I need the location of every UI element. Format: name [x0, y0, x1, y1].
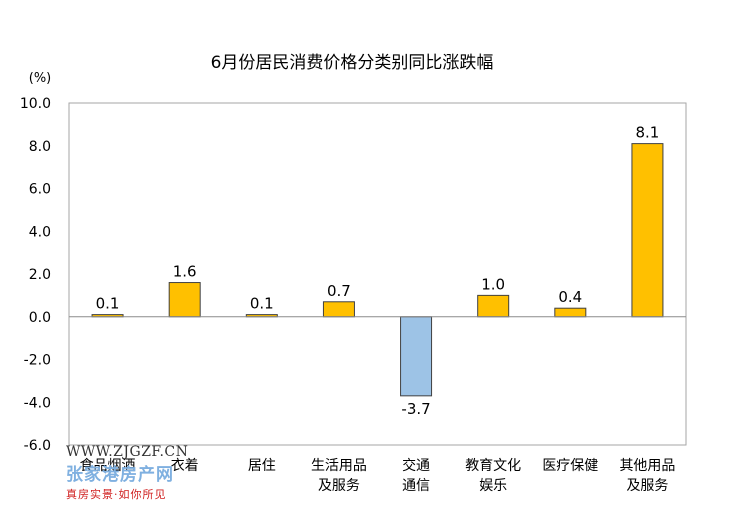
y-tick-label: 2.0	[29, 267, 51, 283]
data-label: 0.1	[250, 295, 274, 313]
x-category-label: 娱乐	[479, 478, 507, 494]
x-category-label: 衣着	[171, 458, 199, 474]
x-category-label: 医疗保健	[542, 458, 598, 474]
watermark-slogan: 真房实景·如你所见	[66, 488, 167, 501]
y-axis-unit: (%)	[29, 71, 52, 86]
bar	[477, 294, 510, 318]
y-axis-ticks: 10.0 8.0 6.0 4.0 2.0 0.0 -2.0 -4.0 -6.0	[20, 96, 51, 454]
data-label: 1.6	[173, 263, 197, 281]
y-tick-label: 6.0	[29, 182, 51, 198]
y-tick-label: 4.0	[29, 224, 51, 240]
watermark-brand: 张家港房产网	[66, 465, 174, 485]
data-labels: 0.1 1.6 0.1 0.7 -3.7 1.0 0.4 8.1	[96, 124, 660, 418]
data-label: 0.7	[327, 282, 351, 300]
x-category-label: 及服务	[318, 478, 360, 494]
bar	[554, 307, 587, 318]
bar	[322, 301, 355, 318]
x-category-label: 食品烟酒	[80, 457, 136, 474]
y-tick-label: -2.0	[24, 353, 51, 369]
plot-frame	[68, 102, 687, 446]
x-category-label: 居住	[248, 458, 276, 474]
y-tick-label: 0.0	[29, 310, 51, 326]
y-tick-label: 10.0	[20, 96, 51, 112]
x-category-label: 其他用品	[619, 458, 675, 474]
data-label: 8.1	[636, 124, 660, 142]
data-label: -3.7	[401, 400, 430, 418]
data-label: 1.0	[481, 275, 505, 293]
y-tick-label: 8.0	[29, 139, 51, 155]
bar	[168, 282, 201, 318]
bar-series	[91, 143, 664, 397]
y-tick-label: -6.0	[24, 438, 51, 454]
data-label: 0.4	[558, 288, 582, 306]
bar	[400, 316, 433, 397]
x-category-label: 教育文化	[465, 458, 521, 474]
y-tick-label: -4.0	[24, 395, 51, 411]
x-category-label: 通信	[402, 478, 430, 494]
data-label: 0.1	[96, 295, 120, 313]
x-category-label: 交通	[402, 457, 430, 474]
bar	[631, 143, 664, 318]
watermark-url: WWW.ZJGZF.CN	[66, 444, 189, 460]
x-category-label: 及服务	[626, 478, 668, 494]
chart-title: 6月份居民消费价格分类别同比涨跌幅	[211, 53, 494, 73]
x-category-label: 生活用品	[311, 458, 367, 474]
